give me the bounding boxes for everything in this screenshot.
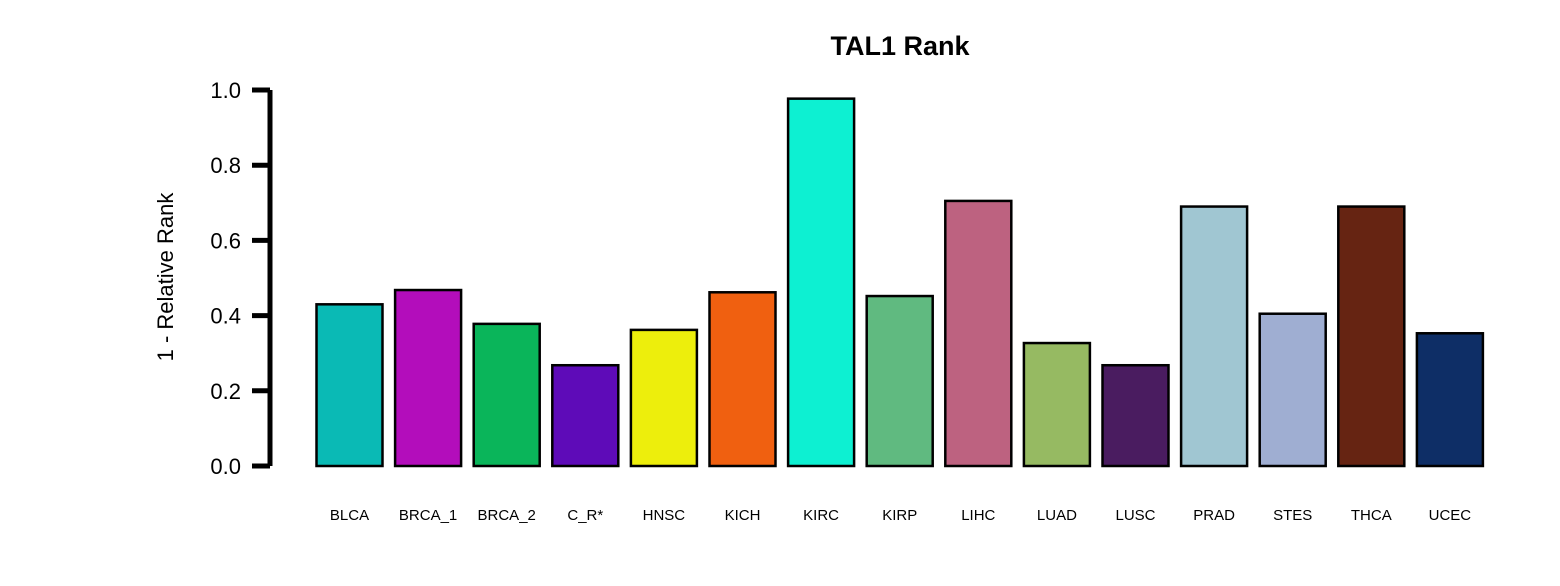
bars-group xyxy=(315,97,1485,468)
chart-title: TAL1 Rank xyxy=(830,31,970,61)
x-tick-label: THCA xyxy=(1351,507,1392,524)
x-tick-label: LIHC xyxy=(961,507,995,524)
y-axis-label: 1 - Relative Rank xyxy=(153,192,178,362)
x-tick-label: BRCA_1 xyxy=(399,507,457,524)
x-tick-label: LUAD xyxy=(1037,507,1077,524)
x-tick-label: PRAD xyxy=(1193,507,1235,524)
bar-brca-1 xyxy=(393,288,463,468)
bar-c-r xyxy=(551,363,620,468)
bar-prad xyxy=(1179,205,1249,468)
x-tick-label: STES xyxy=(1273,507,1312,524)
bar-hnsc xyxy=(629,328,699,468)
x-tick-label: C_R* xyxy=(567,507,603,524)
y-tick-label: 0.4 xyxy=(210,304,241,329)
bar-kich xyxy=(708,291,777,468)
bar-stes xyxy=(1258,312,1327,468)
y-tick-label: 0.2 xyxy=(210,379,241,404)
bar-brca-2 xyxy=(472,322,541,468)
x-tick-label: BLCA xyxy=(330,507,369,524)
y-axis: 0.0 0.2 0.4 0.6 0.8 1.0 xyxy=(210,78,273,479)
bar-kirc xyxy=(786,97,856,468)
x-tick-label: BRCA_2 xyxy=(478,507,536,524)
bar-luad xyxy=(1022,341,1092,468)
bar-lusc xyxy=(1101,363,1170,468)
x-tick-label: UCEC xyxy=(1429,507,1472,524)
x-tick-labels: BLCA BRCA_1 BRCA_2 C_R* HNSC KICH KIRC KIRP LIHC… xyxy=(330,507,1471,524)
y-tick-label: 1.0 xyxy=(210,78,241,103)
bar-ucec xyxy=(1415,332,1485,468)
x-tick-label: KICH xyxy=(725,507,761,524)
x-tick-label: KIRP xyxy=(882,507,917,524)
y-tick-label: 0.6 xyxy=(210,228,241,253)
bar-blca xyxy=(315,303,384,468)
x-tick-label: LUSC xyxy=(1115,507,1155,524)
y-tick-label: 0.0 xyxy=(210,454,241,479)
x-tick-label: HNSC xyxy=(643,507,686,524)
y-tick-label: 0.8 xyxy=(210,153,241,178)
bar-kirp xyxy=(865,294,934,468)
x-tick-label: KIRC xyxy=(803,507,839,524)
bar-thca xyxy=(1337,205,1406,468)
bar-lihc xyxy=(944,199,1013,468)
